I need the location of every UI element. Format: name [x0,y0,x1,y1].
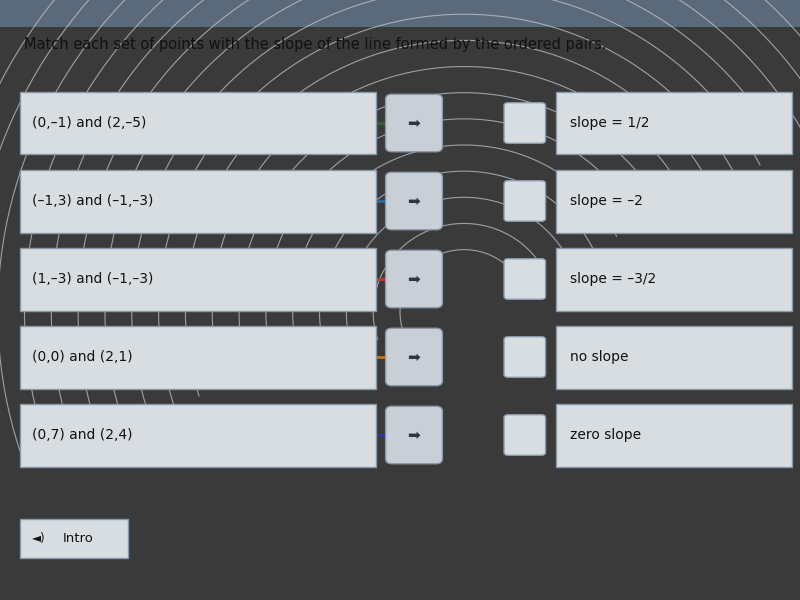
FancyBboxPatch shape [504,181,546,221]
Text: Intro: Intro [62,532,94,545]
FancyBboxPatch shape [386,94,442,152]
FancyBboxPatch shape [504,259,546,299]
FancyBboxPatch shape [556,169,792,232]
FancyBboxPatch shape [20,403,376,467]
FancyBboxPatch shape [20,91,376,154]
FancyBboxPatch shape [504,337,546,377]
Text: ◄): ◄) [32,532,46,545]
Text: (0,7) and (2,4): (0,7) and (2,4) [32,428,133,442]
FancyBboxPatch shape [556,403,792,467]
FancyBboxPatch shape [556,91,792,154]
Text: ➡: ➡ [408,271,420,286]
Text: ➡: ➡ [408,193,420,208]
Text: ➡: ➡ [408,349,420,364]
Text: slope = –3/2: slope = –3/2 [570,272,657,286]
Text: no slope: no slope [570,350,629,364]
FancyBboxPatch shape [386,328,442,386]
FancyBboxPatch shape [20,169,376,232]
FancyBboxPatch shape [20,519,128,558]
Text: (0,0) and (2,1): (0,0) and (2,1) [32,350,133,364]
FancyBboxPatch shape [504,103,546,143]
Text: Match each set of points with the slope of the line formed by the ordered pairs.: Match each set of points with the slope … [24,37,606,52]
Text: slope = 1/2: slope = 1/2 [570,116,650,130]
FancyBboxPatch shape [386,250,442,308]
FancyBboxPatch shape [386,406,442,464]
FancyBboxPatch shape [556,247,792,311]
Text: (1,–3) and (–1,–3): (1,–3) and (–1,–3) [32,272,154,286]
FancyBboxPatch shape [556,325,792,389]
FancyBboxPatch shape [504,415,546,455]
Text: slope = –2: slope = –2 [570,194,643,208]
FancyBboxPatch shape [386,172,442,230]
FancyBboxPatch shape [20,247,376,311]
Text: ➡: ➡ [408,115,420,130]
Text: zero slope: zero slope [570,428,642,442]
Text: (–1,3) and (–1,–3): (–1,3) and (–1,–3) [32,194,154,208]
FancyBboxPatch shape [20,325,376,389]
Text: (0,–1) and (2,–5): (0,–1) and (2,–5) [32,116,146,130]
FancyBboxPatch shape [0,0,800,27]
Text: ➡: ➡ [408,427,420,443]
